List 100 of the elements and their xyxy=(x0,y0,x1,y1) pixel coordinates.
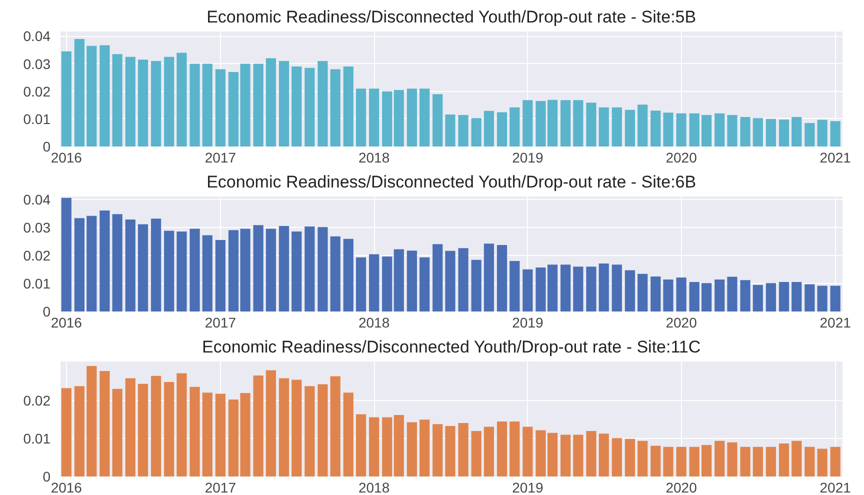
y-tick-label: 0.04 xyxy=(23,191,51,208)
bar xyxy=(624,270,636,312)
bar xyxy=(176,52,187,146)
bar xyxy=(304,386,315,476)
bar xyxy=(292,232,302,312)
bar xyxy=(61,198,72,312)
bar xyxy=(100,370,110,476)
bar xyxy=(752,118,763,146)
bar xyxy=(496,421,508,476)
bar xyxy=(510,107,520,146)
x-tick-label: 2021 xyxy=(820,150,852,166)
bar xyxy=(125,378,136,476)
bar xyxy=(138,224,148,312)
bar xyxy=(778,119,790,146)
bar xyxy=(612,438,622,476)
bar xyxy=(74,38,84,146)
chart-title: Economic Readiness/Disconnected Youth/Drop-out rate - Site:6B xyxy=(206,172,696,192)
bar xyxy=(343,238,354,312)
bar xyxy=(650,446,661,476)
bar xyxy=(318,384,328,476)
bar xyxy=(484,110,494,146)
y-tick-label: 0.01 xyxy=(23,110,51,127)
bar xyxy=(752,284,763,312)
bar xyxy=(112,54,122,146)
bar xyxy=(766,283,776,312)
bar xyxy=(586,430,596,476)
bar xyxy=(394,249,404,312)
bar xyxy=(215,240,226,312)
bar xyxy=(471,118,482,146)
bar xyxy=(406,422,417,476)
bar xyxy=(150,61,162,146)
y-tick-label: 0.03 xyxy=(23,56,51,72)
bar xyxy=(215,69,226,146)
bar xyxy=(382,256,392,312)
bar xyxy=(471,260,482,312)
bar xyxy=(61,51,72,146)
bar xyxy=(650,276,661,312)
bar xyxy=(573,266,584,312)
bar xyxy=(420,257,430,312)
bar xyxy=(689,113,700,146)
bar xyxy=(266,58,276,146)
bar xyxy=(382,91,392,146)
x-tick-label: 2016 xyxy=(50,150,82,166)
bar xyxy=(86,46,97,146)
chart-title: Economic Readiness/Disconnected Youth/Drop-out rate - Site:5B xyxy=(206,8,696,26)
bar xyxy=(792,116,802,146)
bar xyxy=(650,110,661,146)
bar xyxy=(202,235,212,312)
x-tick-label: 2017 xyxy=(204,150,236,166)
bar xyxy=(458,248,468,312)
x-tick-label: 2016 xyxy=(50,314,82,330)
x-tick-label: 2021 xyxy=(820,314,852,330)
chart-title: Economic Readiness/Disconnected Youth/Drop-out rate - Site:11C xyxy=(202,338,701,356)
bar xyxy=(702,445,712,476)
bar xyxy=(74,386,84,476)
bar xyxy=(369,254,380,312)
bar xyxy=(727,442,738,476)
bar xyxy=(278,226,290,312)
bar xyxy=(663,112,674,146)
bar xyxy=(86,216,97,312)
bar xyxy=(484,426,494,476)
bar xyxy=(817,286,828,312)
bar xyxy=(253,225,264,312)
bar xyxy=(61,388,72,476)
bar xyxy=(778,443,790,476)
bar xyxy=(496,112,508,146)
bar xyxy=(612,264,622,312)
bar xyxy=(638,440,648,476)
bar xyxy=(100,210,110,312)
bar xyxy=(406,88,417,146)
bar xyxy=(432,244,443,312)
bar xyxy=(830,121,840,146)
bar xyxy=(356,257,366,312)
bar xyxy=(714,440,725,476)
bar xyxy=(356,414,366,476)
x-tick-label: 2019 xyxy=(512,150,544,166)
bar xyxy=(304,226,315,312)
bar xyxy=(343,66,354,146)
x-tick-label: 2020 xyxy=(666,480,698,495)
y-tick-label: 0.02 xyxy=(23,83,51,100)
bar xyxy=(624,110,636,146)
x-tick-label: 2018 xyxy=(358,480,390,495)
bar xyxy=(727,276,738,312)
bar xyxy=(343,392,354,476)
bar xyxy=(458,115,468,146)
y-tick-label: 0 xyxy=(42,468,51,484)
bar xyxy=(663,446,674,476)
y-tick-label: 0.01 xyxy=(23,275,51,292)
bar xyxy=(702,115,712,146)
bar xyxy=(369,88,380,146)
bar xyxy=(406,250,417,312)
bar xyxy=(586,266,596,312)
x-tick-label: 2019 xyxy=(512,480,544,495)
bar xyxy=(356,88,366,146)
bar xyxy=(253,64,264,146)
bar xyxy=(638,274,648,312)
bar xyxy=(714,280,725,312)
x-tick-label: 2017 xyxy=(204,480,236,495)
bar xyxy=(125,220,136,312)
bar xyxy=(598,107,609,146)
